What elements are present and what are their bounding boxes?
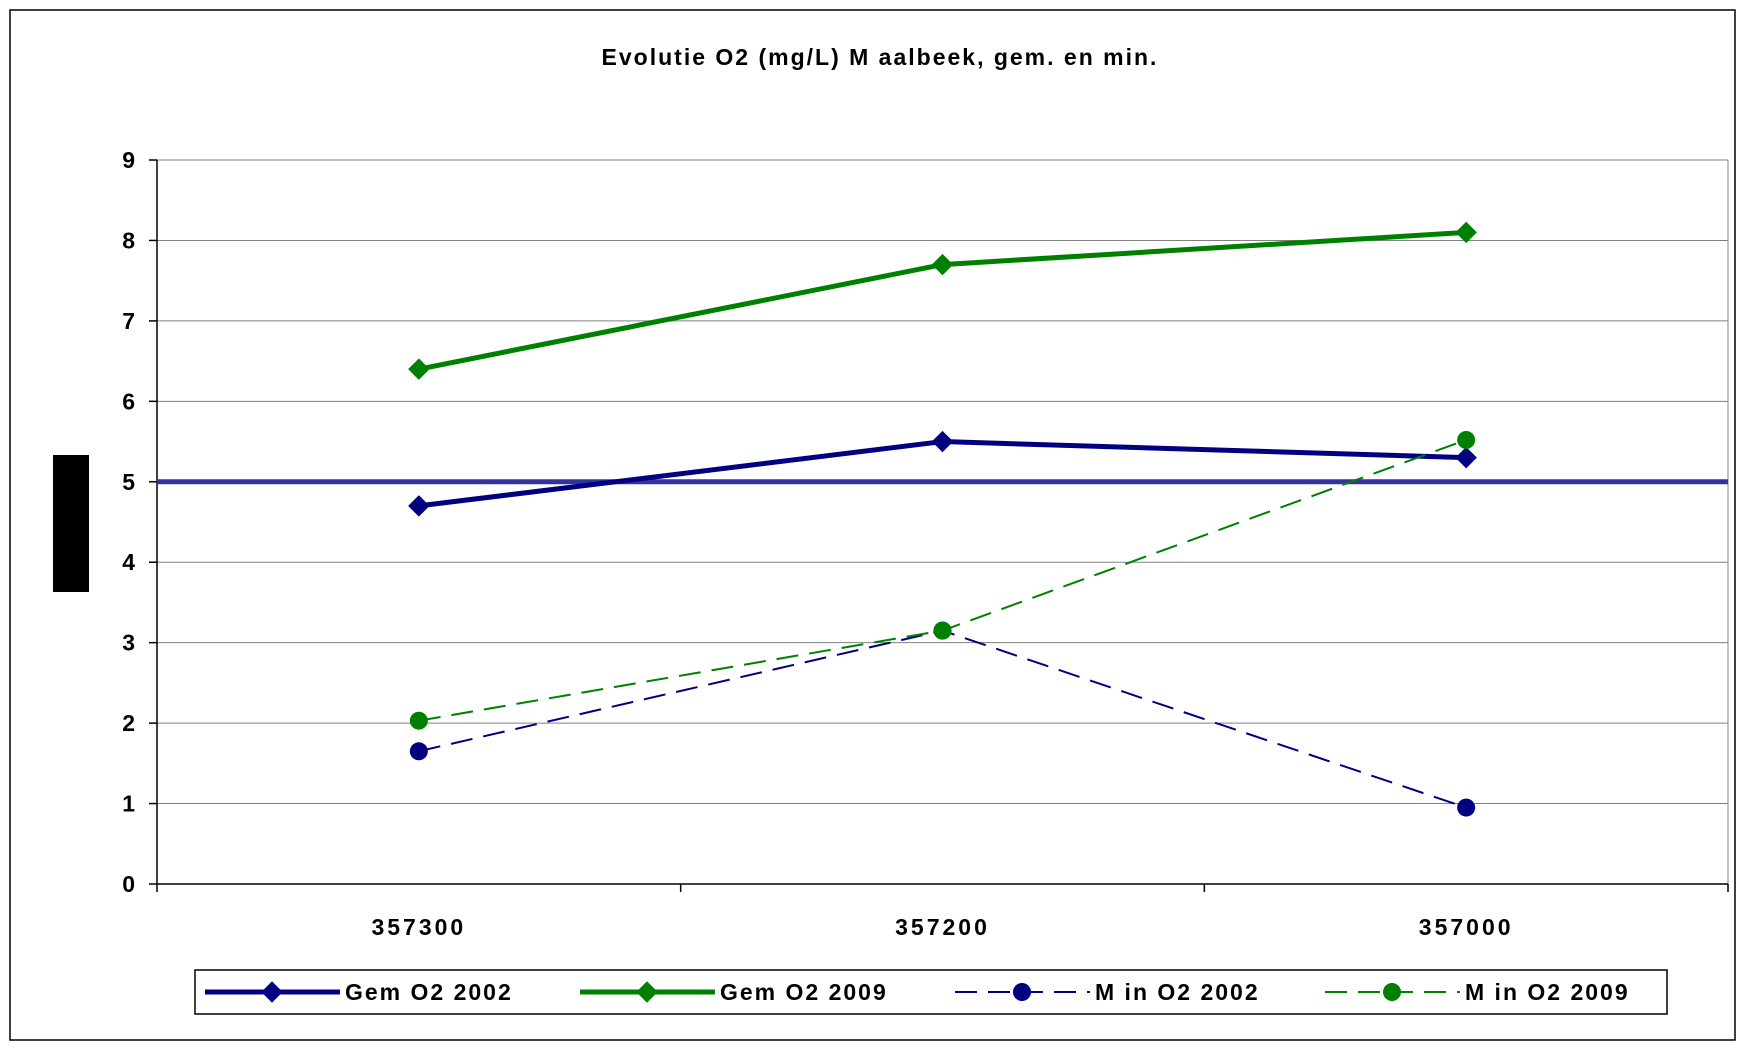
legend: Gem O2 2002 Gem O2 2009 M in O2 2002 M in O… xyxy=(194,969,1668,1015)
legend-entry-3: M in O2 2002 xyxy=(955,979,1260,1005)
x-tick-label: 357000 xyxy=(1419,914,1514,940)
y-tick-label: 8 xyxy=(122,227,135,253)
legend-entry-1: Gem O2 2002 xyxy=(205,979,513,1005)
y-tick-label: 6 xyxy=(122,388,135,414)
legend-label: Gem O2 2009 xyxy=(720,979,888,1005)
series-4 xyxy=(409,430,1476,730)
y-axis-label-redaction xyxy=(53,455,89,592)
data-point xyxy=(931,430,954,453)
data-point xyxy=(1457,430,1476,449)
data-point xyxy=(1455,446,1477,469)
data-point xyxy=(1457,798,1476,817)
x-tick-label: 357300 xyxy=(371,914,466,940)
y-tick-label: 2 xyxy=(122,710,135,736)
chart-border xyxy=(9,9,1736,1041)
legend-marker xyxy=(1013,983,1031,1001)
data-point xyxy=(408,358,430,380)
legend-marker xyxy=(261,981,283,1003)
x-tick-label: 357200 xyxy=(895,914,990,940)
y-tick-label: 5 xyxy=(122,469,135,495)
legend-marker xyxy=(636,981,658,1003)
legend-entry-2: Gem O2 2009 xyxy=(580,979,888,1005)
data-point xyxy=(409,711,428,730)
series-group xyxy=(408,221,1477,817)
data-point xyxy=(933,621,952,640)
legend-label: Gem O2 2002 xyxy=(345,979,513,1005)
data-point xyxy=(408,495,430,517)
y-tick-label: 4 xyxy=(122,549,135,575)
series-1 xyxy=(408,430,1477,517)
y-tick-label: 1 xyxy=(122,791,135,817)
y-tick-label: 3 xyxy=(122,630,135,656)
y-tick-label: 0 xyxy=(122,871,135,897)
y-tick-label: 7 xyxy=(122,308,135,334)
data-point xyxy=(1455,221,1477,244)
legend-label: M in O2 2002 xyxy=(1095,979,1260,1005)
data-point xyxy=(409,742,428,761)
data-point xyxy=(931,253,954,276)
legend-marker xyxy=(1383,983,1401,1001)
series-2 xyxy=(408,221,1477,380)
y-tick-label: 9 xyxy=(122,147,135,173)
legend-label: M in O2 2009 xyxy=(1465,979,1630,1005)
legend-entry-4: M in O2 2009 xyxy=(1325,979,1630,1005)
chart-title: Evolutie O2 (mg/L) M aalbeek, gem. en mi… xyxy=(602,44,1159,70)
legend-box xyxy=(194,969,1668,1015)
axes: 0 1 2 3 4 5 6 7 8 9 357300 357200 357000 xyxy=(122,147,1729,940)
